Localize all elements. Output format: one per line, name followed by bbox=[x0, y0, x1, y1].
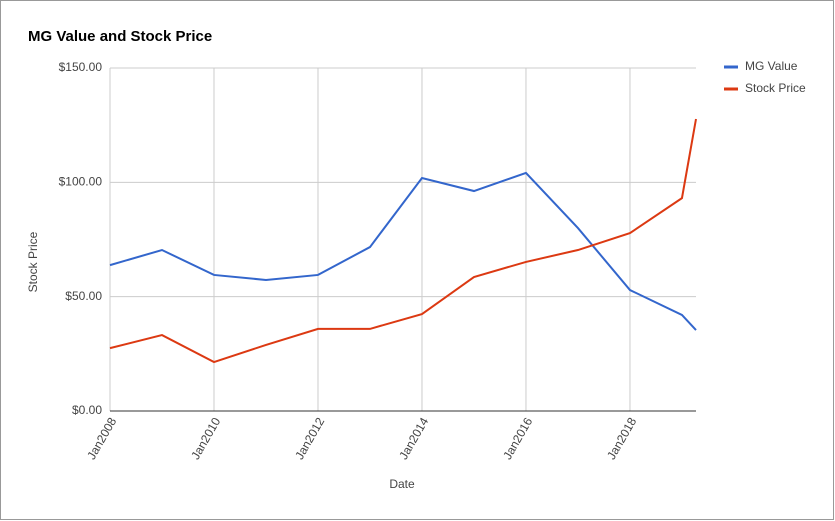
y-tick-label: $50.00 bbox=[65, 289, 102, 303]
line-series bbox=[109, 118, 697, 364]
y-axis-label: Stock Price bbox=[26, 231, 40, 292]
y-tick-label: $0.00 bbox=[72, 403, 102, 417]
legend-label: MG Value bbox=[745, 59, 798, 73]
y-tick-label: $150.00 bbox=[59, 60, 103, 74]
legend-label: Stock Price bbox=[745, 81, 806, 95]
y-tick-label: $100.00 bbox=[59, 175, 103, 189]
chart-title: MG Value and Stock Price bbox=[28, 28, 212, 45]
x-axis-label: Date bbox=[389, 477, 415, 491]
line-series bbox=[109, 171, 697, 331]
